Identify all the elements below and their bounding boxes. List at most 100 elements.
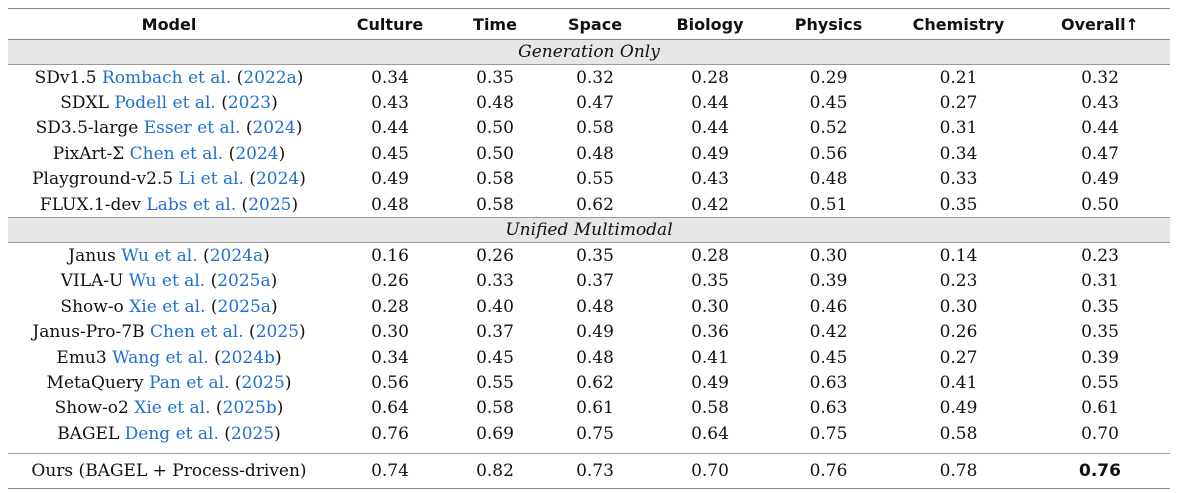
citation-year-link[interactable]: 2025 (241, 372, 285, 393)
score-cell: 0.48 (576, 347, 614, 368)
score-cell: 0.49 (371, 169, 409, 190)
model-cell: SD3.5-large Esser et al. (2024) (35, 118, 303, 139)
citation-year-link[interactable]: 2025 (230, 423, 275, 444)
score-cell: 0.69 (476, 423, 514, 444)
citation-link[interactable]: Esser et al. (143, 118, 241, 139)
citation-year-link[interactable]: 2025 (255, 322, 299, 343)
score-cell: 0.28 (691, 246, 729, 267)
table-row: SDXL Podell et al. (2023) 0.43 0.48 0.47 0.4… (8, 90, 1170, 115)
score-cell: 0.40 (476, 296, 514, 317)
table-row: SDv1.5 Rombach et al. (2022a) 0.34 0.35 0.3… (8, 65, 1170, 91)
citation-link[interactable]: Deng et al. (124, 423, 219, 444)
citation-link[interactable]: Chen et al. (129, 143, 224, 164)
section-title: Generation Only (8, 39, 1170, 65)
score-cell: 0.49 (691, 372, 729, 393)
score-cell: 0.49 (1081, 169, 1119, 190)
model-cell: Show-o2 Xie et al. (2025b) (54, 398, 284, 419)
score-cell: 0.32 (1081, 67, 1119, 88)
table-row: Janus Wu et al. (2024a) 0.16 0.26 0.35 0.28 0… (8, 243, 1170, 269)
score-cell: 0.58 (476, 194, 514, 215)
model-name: Emu3 (56, 347, 107, 368)
score-cell: 0.61 (1081, 398, 1119, 419)
score-cell: 0.35 (691, 271, 729, 292)
spacer-row (8, 446, 1170, 454)
score-cell: 0.41 (691, 347, 729, 368)
score-cell: 0.39 (809, 271, 848, 292)
citation-year-link[interactable]: 2024 (252, 118, 296, 139)
score-cell: 0.47 (576, 93, 614, 114)
model-name: FLUX.1-dev (39, 194, 142, 215)
citation-year-link[interactable]: 2025a (217, 271, 271, 292)
citation-year-link[interactable]: 2025 (248, 194, 292, 215)
score-cell: 0.35 (476, 67, 514, 88)
score-cell: 0.43 (371, 93, 409, 114)
score-cell: 0.28 (691, 67, 729, 88)
table-row: SD3.5-large Esser et al. (2024) 0.44 0.50 0… (8, 116, 1170, 141)
header-overall: Overall↑ (1030, 8, 1170, 40)
ours-row: Ours (BAGEL + Process-driven) 0.74 0.82 0.7… (8, 453, 1170, 490)
score-cell: 0.29 (809, 67, 848, 88)
score-cell: 0.23 (939, 271, 978, 292)
citation-year-link[interactable]: 2022a (243, 67, 297, 88)
citation-year-link[interactable]: 2025b (222, 398, 277, 419)
citation-year-link[interactable]: 2024 (235, 143, 279, 164)
score-cell: 0.45 (809, 93, 848, 114)
ours-score-cell: 0.78 (887, 453, 1030, 490)
score-cell: 0.23 (1081, 246, 1119, 267)
model-name: Show-o (60, 296, 124, 317)
citation-link[interactable]: Chen et al. (149, 322, 244, 343)
header-space: Space (540, 8, 650, 40)
citation-link[interactable]: Xie et al. (134, 398, 211, 419)
citation-link[interactable]: Wang et al. (112, 347, 209, 368)
score-cell: 0.48 (576, 143, 614, 164)
citation-link[interactable]: Xie et al. (129, 296, 206, 317)
table-body: Generation Only SDv1.5 Rombach et al. (20… (8, 39, 1170, 490)
citation-link[interactable]: Li et al. (178, 169, 244, 190)
score-cell: 0.37 (576, 271, 614, 292)
ours-overall-score: 0.76 (1030, 453, 1170, 490)
score-cell: 0.30 (939, 296, 978, 317)
score-cell: 0.51 (809, 194, 848, 215)
model-cell: VILA-U Wu et al. (2025a) (60, 271, 278, 292)
citation-year-link[interactable]: 2025a (217, 296, 271, 317)
citation-year-link[interactable]: 2024a (209, 246, 264, 267)
score-cell: 0.44 (691, 93, 729, 114)
table-row: PixArt-Σ Chen et al. (2024) 0.45 0.50 0.48 0… (8, 141, 1170, 166)
model-name: BAGEL (57, 423, 120, 444)
score-cell: 0.32 (576, 67, 614, 88)
citation-link[interactable]: Rombach et al. (101, 67, 232, 88)
citation-link[interactable]: Wu et al. (128, 271, 206, 292)
citation-link[interactable]: Podell et al. (114, 93, 216, 114)
results-table-container: Model Culture Time Space Biology Physics… (8, 8, 1170, 490)
citation-year-link[interactable]: 2023 (227, 93, 272, 114)
citation-link[interactable]: Labs et al. (146, 194, 237, 215)
table-row: Show-o Xie et al. (2025a) 0.28 0.40 0.48 0.3… (8, 294, 1170, 319)
score-cell: 0.28 (371, 296, 409, 317)
results-table: Model Culture Time Space Biology Physics… (8, 8, 1170, 490)
score-cell: 0.30 (809, 246, 848, 267)
citation-year-link[interactable]: 2024 (255, 169, 300, 190)
model-name: VILA-U (60, 271, 124, 292)
score-cell: 0.26 (939, 322, 978, 343)
citation-link[interactable]: Pan et al. (149, 372, 230, 393)
score-cell: 0.52 (809, 118, 848, 139)
score-cell: 0.50 (476, 143, 514, 164)
citation-link[interactable]: Wu et al. (121, 246, 198, 267)
score-cell: 0.44 (1081, 118, 1119, 139)
table-row: Janus-Pro-7B Chen et al. (2025) 0.30 0.37 0… (8, 320, 1170, 345)
ours-score-cell: 0.73 (540, 453, 650, 490)
citation-year-link[interactable]: 2024b (220, 347, 275, 368)
score-cell: 0.56 (809, 143, 848, 164)
score-cell: 0.35 (1081, 296, 1119, 317)
score-cell: 0.33 (476, 271, 514, 292)
score-cell: 0.27 (939, 93, 978, 114)
score-cell: 0.35 (576, 246, 614, 267)
score-cell: 0.56 (371, 372, 409, 393)
model-cell: Emu3 Wang et al. (2024b) (56, 347, 282, 368)
score-cell: 0.64 (371, 398, 409, 419)
score-cell: 0.46 (809, 296, 848, 317)
score-cell: 0.35 (1081, 322, 1119, 343)
score-cell: 0.58 (691, 398, 729, 419)
header-time: Time (450, 8, 540, 40)
score-cell: 0.30 (371, 322, 409, 343)
